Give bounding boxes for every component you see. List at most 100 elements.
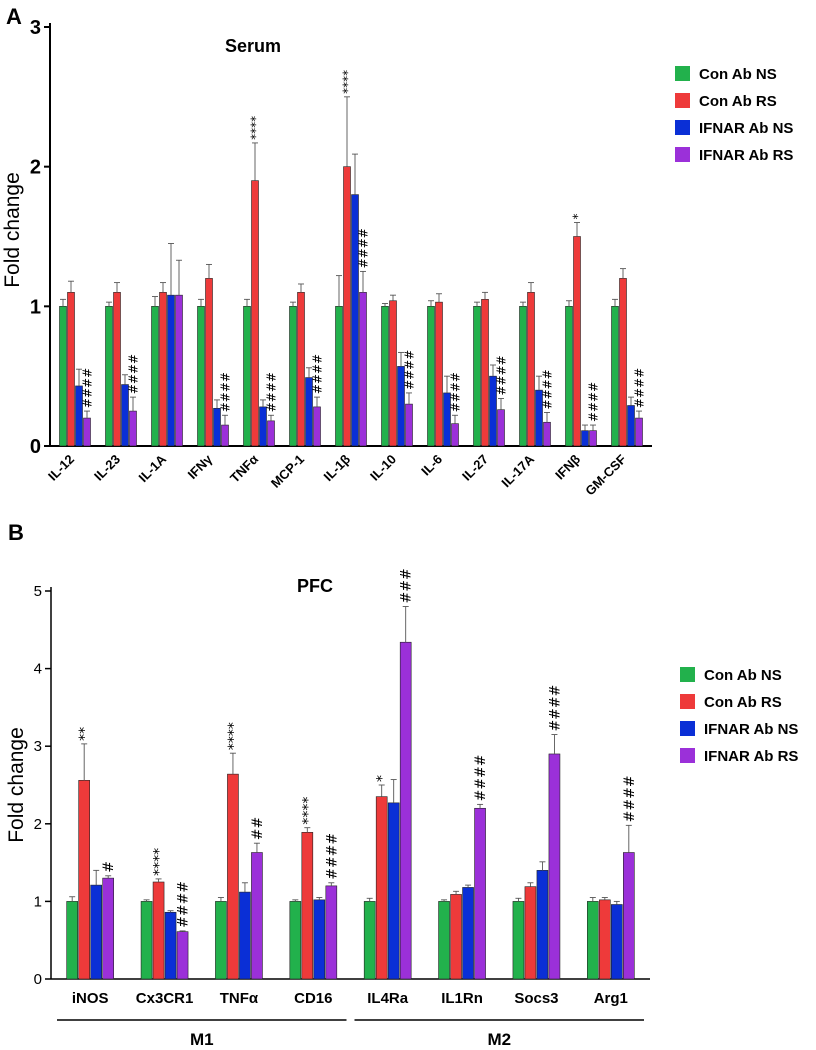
panel-a-plot: 0 1 2 3 IL-12 IL-23 IL-1A IFNγ TNFα MCP-1 IL-1β IL-… [30, 17, 794, 498]
significance-marker: **** [341, 70, 355, 94]
y-tick-label: 2 [30, 157, 41, 179]
bar-ifn-ifnar-ab-rs [589, 430, 597, 447]
x-tick-label-mcp-1: MCP-1 [268, 452, 307, 491]
significance-marker: ### [399, 568, 415, 603]
legend-entry-con-ab-rs: Con Ab RS [699, 93, 777, 110]
bar-il-27-ifnar-ab-rs [497, 409, 505, 447]
legend-entry-ifnar-ab-rs: IFNAR Ab RS [704, 748, 798, 765]
group-label-m1: M1 [190, 1030, 214, 1049]
significance-marker: #### [587, 382, 601, 422]
bar-cd16-ifnar-ab-rs [325, 885, 338, 980]
x-tick-label-cd16: CD16 [294, 990, 332, 1007]
significance-marker: #### [176, 881, 192, 928]
bar-ifn-ifnar-ab-ns [213, 407, 221, 447]
bar-il1rn-con-ab-ns [438, 901, 450, 980]
bar-il-6-ifnar-ab-rs [451, 423, 459, 447]
bar-il-12-con-ab-ns [59, 306, 67, 447]
y-tick-label: 3 [34, 738, 42, 755]
bar-il-10-con-ab-ns [381, 306, 389, 447]
panel-b-title: PFC [297, 576, 333, 596]
bar-cx3cr1-con-ab-ns [140, 901, 153, 980]
legend-swatch-con-ab-rs [675, 93, 690, 108]
bar-il-1a-ifnar-ab-rs [175, 294, 183, 447]
significance-marker: **** [300, 797, 316, 825]
bar-il-1a-con-ab-rs [159, 292, 167, 447]
bar-il-1-ifnar-ab-rs [359, 292, 367, 447]
significance-marker: # [101, 861, 117, 873]
x-tick-label-gm-csf: GM-CSF [582, 451, 629, 498]
significance-marker: #### [219, 372, 233, 412]
bar-il1rn-ifnar-ab-ns [462, 887, 474, 980]
bar-il-27-con-ab-ns [473, 306, 481, 447]
legend-entry-con-ab-rs: Con Ab RS [704, 694, 782, 711]
legend-entry-con-ab-ns: Con Ab NS [699, 66, 777, 83]
panel-b-letter: B [8, 520, 24, 545]
bar-il-10-con-ab-rs [389, 300, 397, 447]
y-tick-label: 2 [34, 816, 42, 833]
bar-il4ra-ifnar-ab-rs [399, 641, 412, 980]
x-tick-label-il-23: IL-23 [91, 452, 123, 484]
bar-il-1a-con-ab-ns [151, 306, 159, 447]
bar-tnf-con-ab-ns [243, 306, 251, 447]
bar-arg1-con-ab-rs [599, 899, 611, 980]
x-tick-label-ifn: IFNγ [185, 451, 216, 482]
bar-socs3-ifnar-ab-rs [548, 753, 561, 980]
significance-marker: #### [403, 350, 417, 390]
bar-socs3-con-ab-ns [512, 901, 525, 980]
significance-marker: **** [249, 116, 263, 140]
y-tick-label: 1 [30, 296, 41, 318]
bar-cx3cr1-ifnar-ab-rs [176, 931, 189, 980]
bar-il-23-con-ab-rs [113, 292, 121, 447]
x-tick-label-cx3cr1: Cx3CR1 [136, 990, 194, 1007]
x-tick-label-il-17a: IL-17A [498, 451, 537, 490]
bar-mcp-1-ifnar-ab-rs [313, 406, 321, 447]
bar-il-6-con-ab-ns [427, 306, 435, 447]
significance-marker: **** [152, 848, 168, 876]
panel-a-y-axis-label: Fold change [1, 172, 24, 288]
bar-tnf-con-ab-rs [227, 773, 239, 980]
bar-tnf-ifnar-ab-rs [251, 852, 263, 980]
y-tick-label: 0 [30, 436, 41, 458]
bar-il1rn-ifnar-ab-rs [474, 807, 486, 980]
significance-marker: #### [622, 775, 638, 822]
bar-il4ra-ifnar-ab-ns [387, 802, 400, 980]
significance-marker: #### [449, 372, 463, 412]
bar-il-23-ifnar-ab-rs [129, 410, 137, 447]
bar-il4ra-con-ab-ns [363, 901, 376, 980]
bar-ifn-con-ab-rs [205, 278, 213, 447]
significance-marker: #### [127, 354, 141, 394]
bar-il-23-con-ab-ns [105, 306, 113, 447]
bar-arg1-con-ab-ns [587, 901, 599, 980]
x-tick-label-socs3: Socs3 [514, 990, 558, 1007]
panel-a-letter: A [6, 4, 22, 29]
significance-marker: ## [250, 817, 266, 840]
bar-il1rn-con-ab-rs [450, 894, 462, 980]
bar-socs3-con-ab-rs [524, 886, 537, 980]
bar-ifn-con-ab-ns [197, 306, 205, 447]
bar-il-17a-con-ab-rs [527, 292, 535, 447]
panel-a-title: Serum [225, 36, 281, 56]
significance-marker: #### [633, 368, 647, 408]
significance-marker: ** [77, 727, 93, 741]
x-tick-label-il1rn: IL1Rn [441, 990, 483, 1007]
bar-cx3cr1-ifnar-ab-ns [164, 911, 177, 980]
bar-il-1-con-ab-ns [335, 306, 343, 447]
bar-tnf-con-ab-ns [215, 901, 227, 980]
legend-swatch-con-ab-ns [680, 667, 695, 682]
x-tick-label-arg1: Arg1 [594, 990, 628, 1007]
bar-ifn-ifnar-ab-rs [221, 424, 229, 447]
bar-il4ra-con-ab-rs [375, 796, 388, 980]
x-tick-label-il4ra: IL4Ra [367, 990, 409, 1007]
bar-tnf-con-ab-rs [251, 180, 259, 447]
legend-entry-ifnar-ab-ns: IFNAR Ab NS [704, 721, 798, 738]
bar-socs3-ifnar-ab-ns [536, 870, 549, 980]
bar-inos-con-ab-rs [78, 780, 90, 980]
significance-marker: #### [324, 833, 340, 880]
legend-swatch-ifnar-ab-ns [675, 120, 690, 135]
bar-cd16-con-ab-rs [301, 832, 314, 980]
bar-ifn-con-ab-rs [573, 236, 581, 447]
bar-il-27-con-ab-rs [481, 299, 489, 447]
significance-marker: * [571, 214, 585, 220]
x-tick-label-il-27: IL-27 [459, 452, 491, 484]
